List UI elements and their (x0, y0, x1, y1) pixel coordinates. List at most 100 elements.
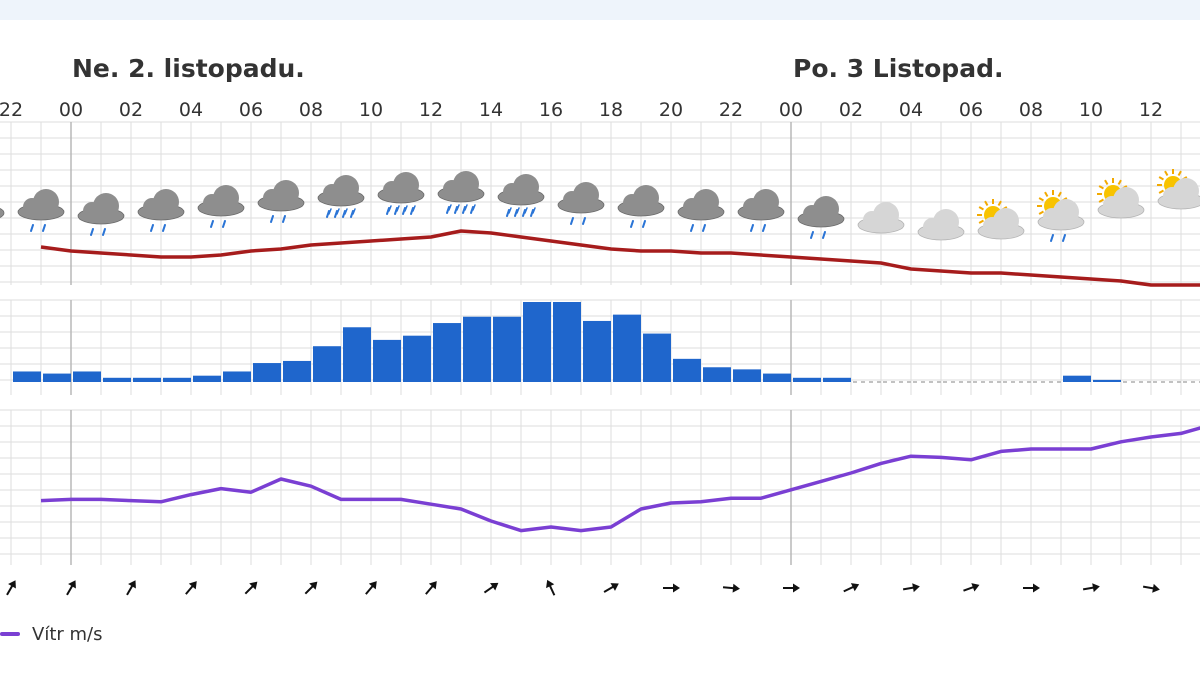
precip-bar (403, 335, 431, 382)
rain-drop (508, 207, 512, 214)
precip-bar (193, 375, 221, 382)
precip-bar (1063, 375, 1091, 382)
cloud-puff (753, 189, 779, 215)
sun-cloud-icon (1157, 169, 1200, 210)
hour-label: 18 (599, 99, 623, 121)
rain-drop (328, 208, 332, 215)
sun-cloud-rain-icon (1037, 190, 1085, 242)
precip-bar (103, 377, 131, 382)
cloud-puff (213, 185, 239, 211)
wind-arrow-icon (304, 581, 318, 595)
cloud-rain-icon (797, 196, 845, 239)
rain-drop (334, 210, 338, 218)
precip-bar (463, 316, 491, 382)
rain-drop (336, 208, 340, 215)
precip-bar (583, 320, 611, 382)
cloud-heavy-rain-icon (437, 171, 485, 214)
rain-drop (582, 217, 586, 225)
precip-bar (1093, 379, 1121, 382)
wind-arrow-icon (365, 581, 377, 595)
rain-drop (344, 208, 348, 215)
precip-bar (73, 371, 101, 382)
arrow-head (850, 583, 860, 592)
rain-drop (412, 205, 416, 212)
rain-drop (352, 208, 356, 215)
day-title-monday: Po. 3 Listopad. (793, 54, 1004, 83)
cloud-puff (273, 180, 299, 206)
wind-arrow-icon (66, 580, 76, 596)
arrow-head (673, 583, 680, 593)
hour-label: 22 (719, 99, 743, 121)
rain-drop (702, 224, 706, 232)
hour-labels: 22 00 02 04 06 08 10 12 14 16 18 20 22 00 02 04 06 08 10 12 (0, 99, 1163, 121)
arrow-head (1092, 583, 1100, 593)
rain-drop (350, 210, 354, 218)
wind-arrow-icon (6, 580, 16, 596)
rain-drop (524, 207, 528, 214)
rain-drop (42, 224, 46, 232)
cloud-puff (33, 189, 59, 215)
wind-arrow-icon (843, 583, 860, 593)
hour-label: 02 (119, 99, 143, 121)
cloud-puff (453, 171, 479, 197)
wind-legend-swatch (0, 632, 20, 636)
hour-label: 08 (299, 99, 323, 121)
rain-drop (642, 220, 646, 228)
rain-drop (402, 207, 406, 215)
arrow-head (8, 580, 16, 589)
cloud-heavy-rain-icon (317, 175, 365, 218)
rain-drop (446, 206, 450, 214)
rain-drop (532, 207, 536, 214)
arrow-head (249, 581, 258, 590)
rain-drop (762, 224, 766, 232)
wind-arrow-icon (185, 581, 197, 595)
rain-drop (470, 206, 474, 214)
day-title-sunday: Ne. 2. listopadu. (72, 54, 305, 83)
cloud-puff (1173, 178, 1199, 204)
sun-ray (1098, 185, 1104, 190)
cloud-rain-icon (137, 189, 185, 232)
rain-drop (342, 210, 346, 218)
hour-label: 00 (779, 99, 803, 121)
rain-drop (454, 206, 458, 214)
cloud-puff (333, 175, 359, 201)
hour-label: 20 (659, 99, 683, 121)
precipitation-bars (13, 302, 1200, 383)
arrow-head (1033, 583, 1040, 593)
wind-legend-label: Vítr m/s (32, 623, 103, 645)
hour-label: 02 (839, 99, 863, 121)
wind-arrow-icon (546, 579, 556, 596)
sun-ray (984, 200, 989, 206)
hour-label: 10 (1079, 99, 1103, 121)
top-bar (0, 0, 1200, 20)
wind-arrow-icon (1142, 583, 1160, 593)
rain-drop (282, 215, 286, 223)
hour-label: 16 (539, 99, 563, 121)
rain-drop (750, 224, 754, 232)
rain-drop (388, 205, 392, 212)
precip-bar (43, 373, 71, 382)
hour-label: 06 (959, 99, 983, 121)
sun-ray (1038, 210, 1044, 215)
cloud-icon (917, 209, 965, 241)
cloud-puff (393, 172, 419, 198)
arrow-head (971, 583, 980, 592)
hour-label: 10 (359, 99, 383, 121)
cloud-rain-icon (737, 189, 785, 232)
cloud-puff (1113, 187, 1139, 213)
precip-bar (673, 358, 701, 382)
temperature-line (40, 229, 1200, 287)
cloud-rain-icon (617, 185, 665, 228)
wind-arrow-icon (244, 581, 258, 595)
rain-drop (514, 209, 518, 217)
rain-drop (404, 205, 408, 212)
rain-drop (506, 209, 510, 217)
precip-bar (313, 346, 341, 382)
sun-cloud-icon (1097, 178, 1145, 219)
cloud-rain-icon (197, 185, 245, 228)
wind-line (40, 426, 1200, 533)
hour-label: 04 (179, 99, 203, 121)
legend: Vítr m/s (0, 622, 102, 646)
rain-drop (522, 209, 526, 217)
cloud-puff (933, 209, 959, 235)
